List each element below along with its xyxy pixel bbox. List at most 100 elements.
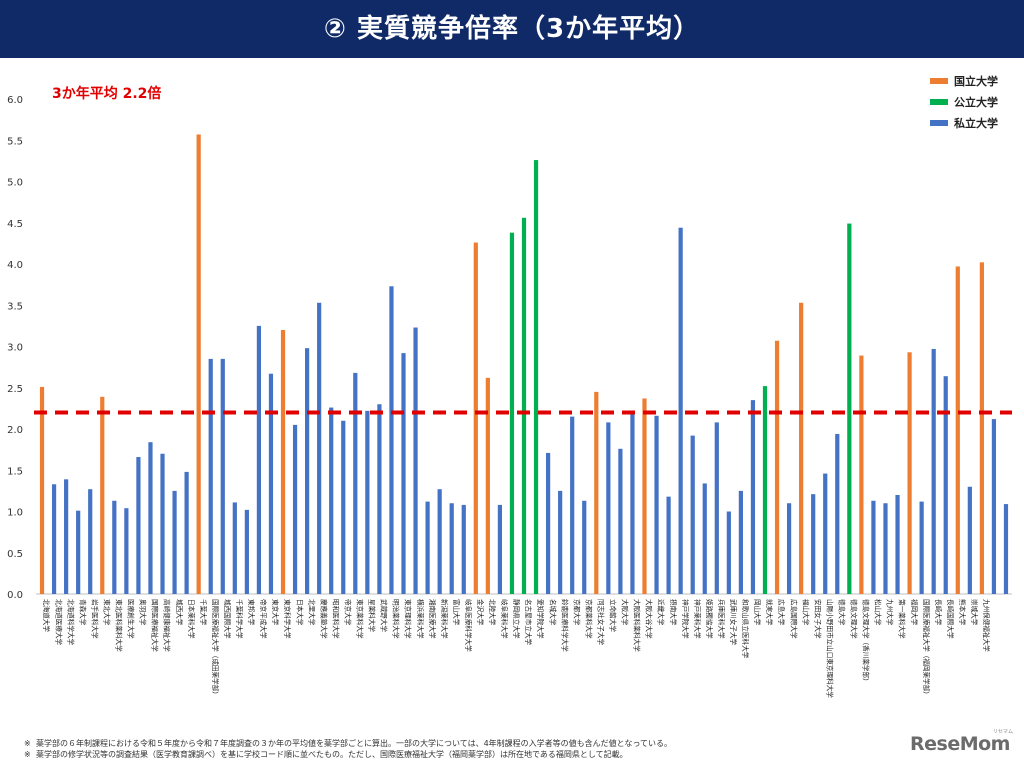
bar [365, 410, 370, 594]
bar [618, 448, 623, 594]
y-tick-label: 2.5 [7, 384, 23, 395]
bar [811, 494, 816, 594]
bar [967, 486, 972, 594]
bar [184, 471, 189, 594]
x-tick-label: 湘南医療大学 [428, 599, 437, 639]
bar [341, 420, 346, 594]
bar [666, 496, 671, 594]
x-tick-label: 姫路獨協大学 [705, 599, 714, 639]
x-tick-label: 崇城大学 [970, 599, 979, 626]
x-tick-label: 徳島文理大学 [850, 599, 859, 639]
resemom-logo[interactable]: ReseMom [910, 733, 1010, 755]
y-tick-label: 2.0 [7, 425, 23, 436]
x-tick-label: 東邦大学 [247, 599, 256, 626]
bar [64, 479, 69, 594]
x-tick-label: 千葉大学 [199, 599, 208, 626]
x-tick-label: 東京薬科大学 [356, 599, 365, 639]
bar [907, 352, 912, 594]
x-tick-label: 国際医療福祉大学（成田薬学部） [211, 599, 220, 698]
x-tick-label: 北陸大学 [488, 599, 497, 626]
x-tick-label: 鈴鹿医療科学大学 [560, 599, 569, 652]
x-tick-label: 長崎大学 [934, 599, 943, 626]
legend-swatch-private [930, 119, 948, 126]
bar [738, 490, 743, 594]
x-tick-label: 近畿大学 [657, 599, 666, 626]
bar [883, 503, 888, 594]
bar [196, 134, 201, 594]
legend-label-public: 公立大学 [954, 95, 998, 109]
bar [329, 407, 334, 594]
x-tick-label: 大阪医科薬科大学 [633, 599, 642, 652]
bar [437, 489, 442, 594]
x-tick-label: 立命館大学 [609, 599, 618, 632]
y-tick-label: 1.0 [7, 508, 23, 519]
bar [39, 386, 45, 594]
y-tick-label: 1.5 [7, 466, 23, 477]
bar [461, 504, 466, 594]
bar [943, 376, 948, 594]
bar [389, 286, 394, 594]
footnote-2: ※ 薬学部の修学状況等の調査結果（医学教育課調べ）を基に学校コード順に並べたもの。… [24, 749, 672, 760]
bar [979, 262, 984, 594]
bar [835, 433, 840, 594]
bar [497, 504, 503, 594]
bar [1003, 504, 1009, 594]
bar [606, 422, 611, 594]
x-tick-label: 国際医療福祉大学 [151, 599, 160, 652]
x-tick-label: 金沢大学 [476, 599, 485, 626]
x-tick-label: 兵庫医科大学 [717, 599, 726, 639]
x-tick-label: 東京科学大学 [283, 599, 292, 639]
bar [521, 217, 527, 595]
bar [76, 510, 81, 594]
x-tick-label: 日本薬科大学 [187, 599, 196, 639]
x-tick-label: 東京理科大学 [404, 599, 413, 639]
x-tick-label: 高崎健康福祉大学 [163, 599, 172, 652]
x-tick-label: 明治薬科大学 [392, 599, 401, 639]
x-tick-label: 東京大学 [271, 599, 280, 626]
legend-label-national: 国立大学 [954, 74, 998, 88]
x-tick-label: 岐阜医療科学大学 [464, 599, 473, 652]
y-tick-label: 0.5 [7, 549, 23, 560]
bar [51, 484, 57, 594]
x-tick-label: 大阪大学 [621, 599, 630, 626]
bar [570, 416, 575, 594]
bar [690, 435, 695, 594]
x-tick-label: 城西国際大学 [223, 599, 232, 639]
x-tick-label: 帝京大学 [343, 599, 352, 626]
x-tick-label: 星薬科大学 [368, 599, 377, 632]
x-tick-label: 青森大学 [78, 599, 87, 626]
bar [919, 501, 924, 594]
x-tick-label: 同志社女子大学 [596, 599, 605, 646]
bar [726, 511, 731, 594]
bar [654, 415, 659, 594]
x-tick-label: 日本大学 [295, 599, 304, 626]
bar [136, 457, 141, 594]
x-tick-label: 城西大学 [175, 599, 184, 626]
bar [88, 489, 93, 594]
x-tick-label: 名城大学 [548, 599, 557, 626]
bar [509, 232, 515, 594]
x-tick-label: 名古屋市立大学 [524, 599, 533, 646]
x-tick-label: 東北大学 [102, 599, 111, 626]
y-tick-label: 5.5 [7, 136, 23, 147]
bar [280, 330, 286, 594]
bar [124, 508, 129, 594]
x-tick-label: 和歌山県立医科大学 [741, 599, 750, 659]
x-tick-label: 武蔵野大学 [380, 599, 389, 632]
bar [955, 266, 960, 594]
bar [208, 358, 213, 594]
legend-item-public: 公立大学 [930, 91, 1022, 112]
resemom-logo-subtext: リセマム [993, 729, 1014, 735]
x-tick-label: 熊本大学 [958, 599, 967, 626]
page-title: ② 実質競争倍率（3か年平均） [323, 14, 701, 44]
footnote-text: 薬学部の修学状況等の調査結果（医学教育課調べ）を基に学校コード順に並べたもの。た… [36, 750, 628, 759]
x-tick-label: 九州保健福祉大学 [982, 599, 991, 652]
x-tick-label: 富山大学 [452, 599, 461, 626]
bar [268, 373, 274, 594]
bar [401, 353, 406, 594]
x-tick-label: 愛知学院大学 [536, 599, 545, 639]
y-tick-label: 4.0 [7, 260, 23, 271]
bar [642, 398, 647, 594]
x-tick-label: 岐阜薬科大学 [500, 599, 509, 639]
x-tick-label: 武庫川女子大学 [729, 599, 738, 646]
